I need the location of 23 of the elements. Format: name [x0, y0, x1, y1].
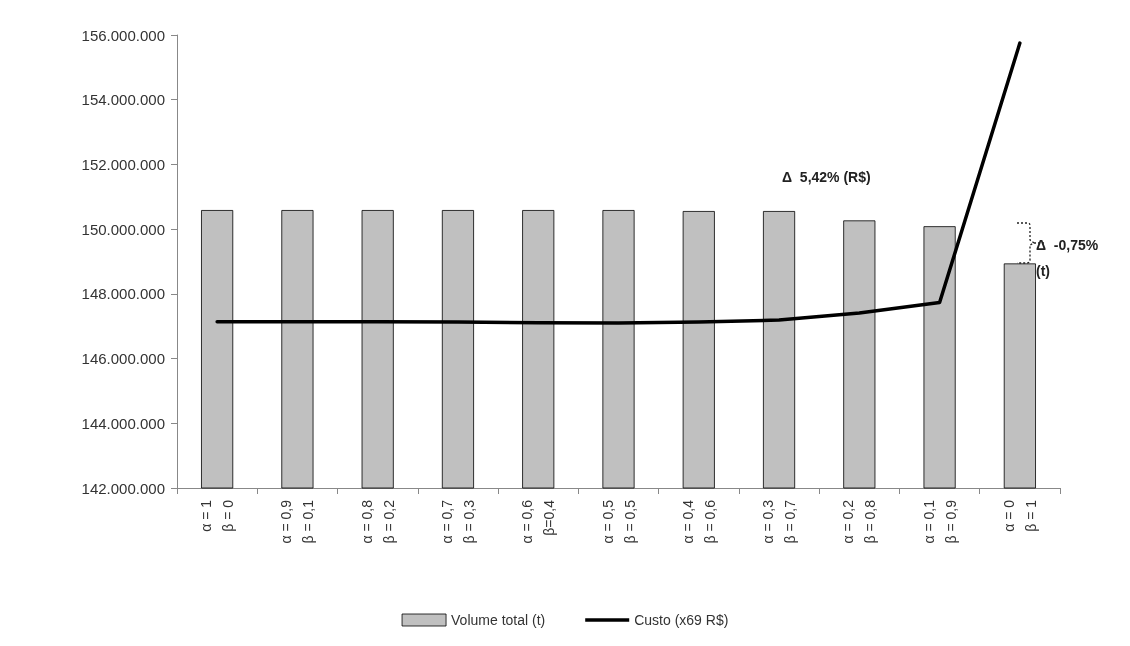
x-tick-label: α = 0,6 β=0,4: [519, 499, 558, 544]
legend-label: Custo (x69 R$): [634, 612, 729, 628]
annotation: Δ 5,42% (R$): [782, 169, 871, 185]
x-tick-label: α = 0,2 β = 0,8: [840, 499, 879, 544]
x-tick-label: α = 0 β = 1: [1000, 499, 1039, 532]
x-tick-label: α = 0,1 β = 0,9: [920, 499, 959, 544]
x-tick-label: α = 1 β = 0: [198, 499, 237, 532]
annotation: Δ -0,75% (t): [1036, 237, 1103, 279]
y-tick-label: 154.000.000: [81, 91, 165, 109]
x-tick-label: α = 0,5 β = 0,5: [599, 499, 638, 544]
y-tick-label: 148.000.000: [81, 285, 165, 303]
x-tick-label: α = 0,7 β = 0,3: [438, 499, 477, 544]
y-tick-label: 156.000.000: [81, 26, 165, 44]
y-tick-label: 144.000.000: [81, 414, 165, 432]
y-tick-label: 146.000.000: [81, 350, 165, 368]
x-tick-label: α = 0,3 β = 0,7: [760, 499, 799, 544]
legend-label: Volume total (t): [451, 612, 546, 628]
y-tick-label: 152.000.000: [81, 155, 165, 173]
y-tick-label: 150.000.000: [81, 220, 165, 238]
x-tick-label: α = 0,4 β = 0,6: [679, 499, 718, 544]
y-tick-label: 142.000.000: [81, 479, 165, 497]
x-tick-label: α = 0,9 β = 0,1: [278, 499, 317, 544]
x-tick-label: α = 0,8 β = 0,2: [358, 499, 397, 544]
